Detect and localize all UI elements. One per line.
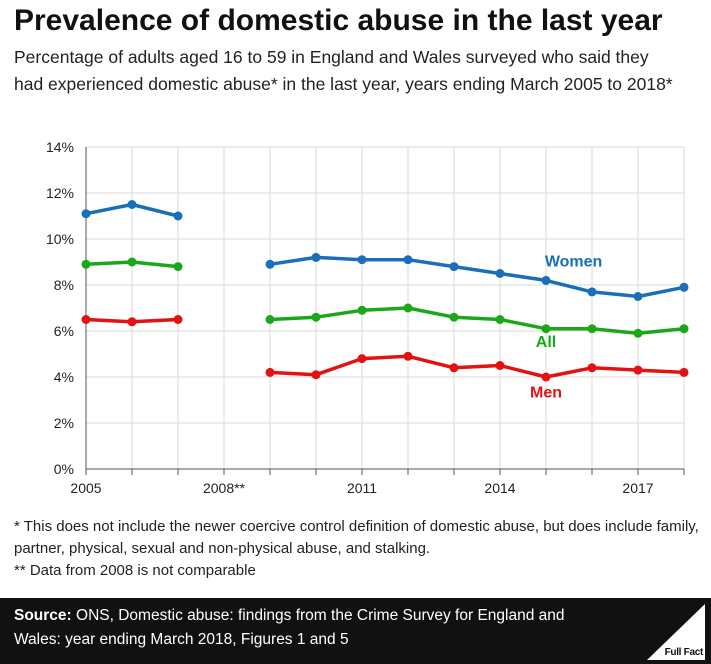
data-point-women-2011 <box>357 255 367 265</box>
series-label-men: Men <box>530 385 562 402</box>
data-point-all-2005 <box>81 259 91 269</box>
data-point-women-2005 <box>81 209 91 219</box>
data-point-women-2014 <box>495 269 505 278</box>
x-tick-label-2008: 2008** <box>203 480 246 496</box>
data-point-women-2006 <box>127 200 137 209</box>
data-point-men-2017 <box>633 365 643 375</box>
full-fact-logo-icon <box>647 604 705 660</box>
y-tick-label-0: 0% <box>54 461 74 477</box>
source-label: Source: <box>14 607 72 624</box>
data-point-all-2016 <box>587 324 597 334</box>
footnotes: * This does not include the newer coerci… <box>14 516 704 582</box>
series-line-men-segment-2 <box>269 354 685 379</box>
data-point-men-2016 <box>587 363 597 373</box>
data-point-all-2015 <box>541 324 551 334</box>
series-label-women: Women <box>545 254 602 271</box>
data-point-men-2012 <box>403 351 413 361</box>
data-point-all-2006 <box>127 257 137 267</box>
data-point-all-2011 <box>357 305 367 315</box>
series-label-all: All <box>536 334 556 351</box>
source-footer: Source: ONS, Domestic abuse: findings fr… <box>0 598 711 664</box>
data-point-women-2009 <box>265 259 275 269</box>
data-point-men-2005 <box>81 315 91 324</box>
data-point-all-2013 <box>449 312 459 322</box>
data-point-men-2013 <box>449 363 459 373</box>
data-point-men-2015 <box>541 372 551 382</box>
series-line-women-segment-2 <box>269 255 685 299</box>
data-point-men-2014 <box>495 361 505 370</box>
x-tick-label-2014: 2014 <box>484 480 515 496</box>
y-tick-label-8: 8% <box>54 277 74 293</box>
data-point-all-2017 <box>633 328 643 338</box>
x-tick-label-2005: 2005 <box>70 480 101 496</box>
data-point-men-2018 <box>679 367 689 377</box>
x-tick-label-2017: 2017 <box>622 480 653 496</box>
data-point-women-2017 <box>633 292 643 301</box>
footnote-2008: ** Data from 2008 is not comparable <box>14 562 256 579</box>
chart-subtitle: Percentage of adults aged 16 to 59 in En… <box>14 47 673 94</box>
data-point-men-2009 <box>265 367 275 377</box>
data-point-men-2011 <box>357 354 367 364</box>
data-point-men-2007 <box>173 315 183 324</box>
data-point-all-2018 <box>679 324 689 334</box>
x-tick-label-2011: 2011 <box>347 480 377 496</box>
y-tick-label-6: 6% <box>54 323 74 339</box>
data-point-women-2013 <box>449 262 459 272</box>
footnote-definition: * This does not include the newer coerci… <box>14 518 699 557</box>
series-line-all-segment-2 <box>269 306 685 336</box>
data-point-men-2006 <box>127 317 137 327</box>
y-tick-label-12: 12% <box>46 185 74 201</box>
data-point-all-2007 <box>173 262 183 272</box>
data-point-all-2009 <box>265 315 275 324</box>
data-point-all-2012 <box>403 303 413 313</box>
data-point-women-2007 <box>173 211 183 221</box>
y-tick-label-14: 14% <box>46 139 74 155</box>
line-chart: 0% 2% 4% 6% 8% 10% 12% 14% 2005 2008** 2011 2014 201… <box>46 139 689 496</box>
source-citation: ONS, Domestic abuse: findings from the C… <box>14 607 565 648</box>
data-point-women-2015 <box>541 275 551 285</box>
logo-text: Full Fact <box>664 647 704 658</box>
data-point-all-2010 <box>311 312 321 322</box>
data-point-all-2014 <box>495 315 505 324</box>
data-point-men-2010 <box>311 370 321 380</box>
y-tick-label-10: 10% <box>46 231 74 247</box>
source-text: Source: ONS, Domestic abuse: findings fr… <box>14 604 614 652</box>
data-point-women-2016 <box>587 287 597 297</box>
data-point-women-2010 <box>311 252 321 262</box>
chart-title: Prevalence of domestic abuse in the last… <box>14 4 663 37</box>
y-tick-label-2: 2% <box>54 415 74 431</box>
y-tick-label-4: 4% <box>54 369 74 385</box>
data-point-women-2012 <box>403 255 413 265</box>
data-point-women-2018 <box>679 282 689 292</box>
